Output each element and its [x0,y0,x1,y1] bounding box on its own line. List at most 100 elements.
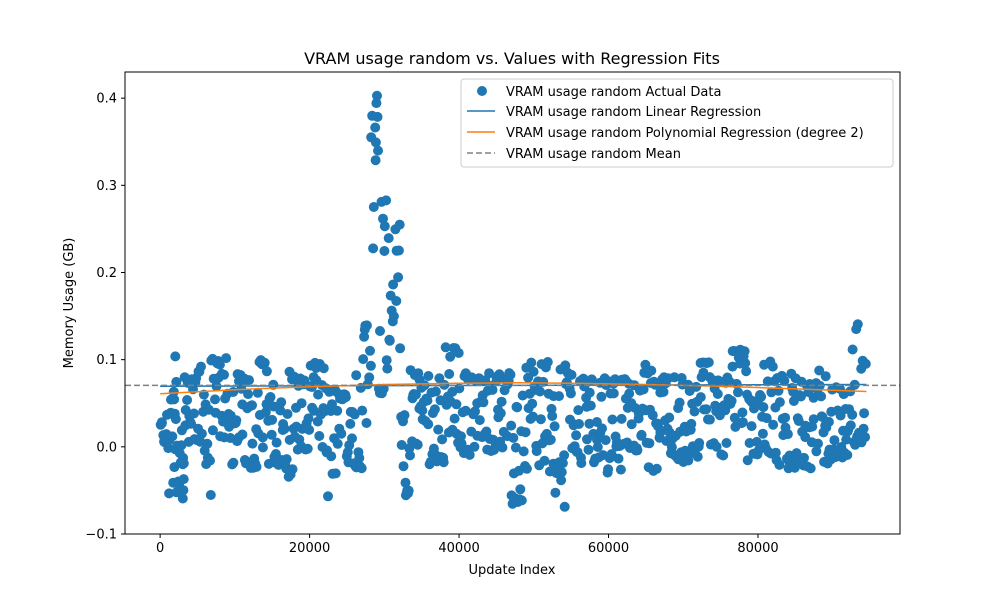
scatter-point [359,331,370,342]
scatter-point [756,391,767,402]
scatter-point [296,398,307,409]
scatter-point [704,414,715,425]
scatter-point [379,246,390,256]
scatter-points [155,90,871,512]
scatter-point [368,243,379,254]
scatter-point [505,369,516,380]
scatter-point [780,412,791,423]
scatter-point [701,404,712,415]
y-axis-label: Memory Usage (GB) [62,238,77,369]
scatter-point [528,411,538,422]
scatter-point [314,431,325,441]
scatter-point [372,111,383,122]
scatter-point [638,384,649,395]
scatter-point [164,488,175,499]
scatter-point [182,395,193,405]
y-tick-label: 0.0 [96,440,117,455]
y-axis: −0.1 0.0 0.1 0.2 0.3 0.4 [85,92,125,543]
scatter-point [860,358,871,369]
scatter-point [167,431,178,442]
scatter-point [860,432,871,443]
scatter-point [371,98,382,109]
y-tick-label: 0.4 [96,92,117,107]
legend-marker-actual [477,86,487,96]
scatter-point [739,346,750,357]
scatter-point [178,458,189,469]
scatter-point [726,395,737,406]
scatter-point [820,371,831,382]
scatter-point [651,463,662,474]
scatter-point [547,411,558,421]
scatter-point [495,408,506,419]
scatter-point [356,463,367,474]
scatter-point [202,438,213,449]
scatter-point [257,432,268,443]
scatter-point [196,428,207,439]
x-tick-label: 0 [156,541,164,556]
scatter-point [438,457,449,468]
scatter-point [592,442,603,452]
scatter-point [393,272,404,283]
scatter-point [444,369,455,379]
y-tick-label: −0.1 [85,528,117,543]
scatter-point [774,459,785,470]
scatter-point [156,417,167,428]
scatter-point [791,448,802,459]
scatter-point [518,446,529,457]
scatter-point [169,394,180,405]
scatter-point [695,392,706,403]
scatter-point [265,392,276,402]
scatter-point [737,417,748,428]
scatter-point [330,468,341,479]
plot-frame [124,71,901,535]
scatter-point [332,405,343,416]
scatter-point [566,369,577,380]
scatter-point [347,433,357,444]
scatter-point [326,451,337,462]
legend-box [460,78,894,168]
scatter-point [381,195,392,206]
scatter-point [785,455,796,466]
scatter-point [751,436,762,447]
scatter-point [370,137,381,148]
scatter-point [646,365,657,376]
scatter-point [303,413,314,424]
scatter-point [381,355,392,366]
scatter-point [332,438,343,449]
scatter-point [858,423,869,434]
scatter-point [456,438,467,449]
scatter-point [354,453,365,463]
scatter-point [205,490,216,500]
scatter-point [451,399,462,410]
scatter-point [799,452,809,463]
scatter-point [510,442,521,453]
scatter-point [281,454,292,465]
scatter-point [549,421,560,432]
legend-label-linear: VRAM usage random Linear Regression [506,105,761,120]
scatter-point [808,414,819,425]
scatter-point [737,407,748,418]
scatter-point [474,415,485,426]
scatter-point [210,394,220,405]
scatter-point [178,474,189,485]
scatter-point [205,455,215,466]
scatter-point [365,345,375,356]
scatter-point [829,435,840,446]
scatter-point [712,389,723,399]
scatter-point [287,464,298,475]
scatter-point [370,122,381,133]
scatter-point [437,434,448,445]
scatter-point [703,357,714,368]
y-tick-label: 0.3 [96,179,117,194]
scatter-point [391,296,402,306]
scatter-point [584,387,595,398]
scatter-point [219,369,229,380]
scatter-point [573,405,584,416]
scatter-point [666,442,677,453]
scatter-point [304,424,315,435]
scatter-point [388,279,399,290]
scatter-point [669,372,680,383]
scatter-point [527,398,538,409]
scatter-point [545,434,556,445]
